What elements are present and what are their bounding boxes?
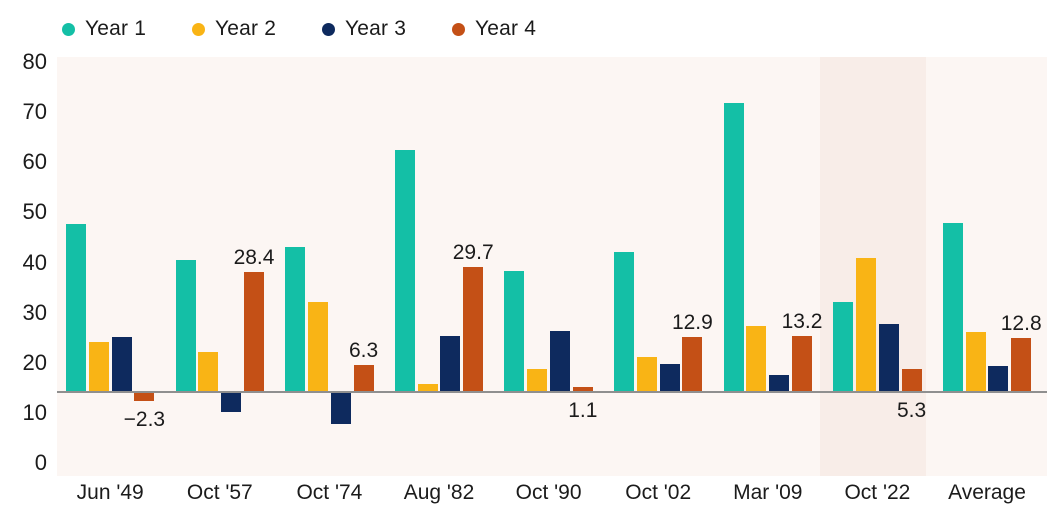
bar-year-3 <box>769 374 790 392</box>
data-label-year-4: −2.3 <box>123 408 166 432</box>
bar-year-2 <box>965 332 986 392</box>
y-axis-tick-label: 10 <box>22 399 47 425</box>
y-axis-tick-label: 40 <box>22 249 47 275</box>
bar-year-4 <box>792 336 812 392</box>
x-axis-label: Average <box>948 481 1026 504</box>
x-axis-label: Aug '82 <box>403 481 475 504</box>
bar-year-3 <box>878 324 899 392</box>
legend-label: Year 1 <box>85 17 147 40</box>
legend-dot-icon <box>192 22 205 36</box>
bar-year-1 <box>614 251 634 392</box>
x-axis-label: Oct '90 <box>515 481 582 504</box>
x-axis-label: Jun '49 <box>76 481 144 504</box>
y-axis-tick-label: 20 <box>22 349 47 375</box>
data-label-year-4: 5.3 <box>896 398 927 422</box>
bar-year-1 <box>394 150 415 392</box>
y-axis-tick-label: 30 <box>22 299 47 325</box>
bar-year-2 <box>198 351 219 392</box>
x-axis-label: Oct '74 <box>296 481 363 504</box>
y-axis-tick-label: 70 <box>22 99 47 125</box>
bar-year-1 <box>942 223 963 392</box>
data-label-year-4: 12.8 <box>1000 311 1042 335</box>
bar-year-4 <box>1011 337 1032 392</box>
bar-year-2 <box>308 302 328 392</box>
bar-year-2 <box>636 357 657 392</box>
bar-year-4 <box>463 266 484 392</box>
x-axis: Jun '49 Oct '57 Oct '74 Aug '82 Oct '90 Oct '… <box>0 479 1053 509</box>
bar-year-2 <box>856 257 876 392</box>
bar-year-2 <box>746 326 767 392</box>
legend-label: Year 4 <box>475 17 537 40</box>
bar-year-3 <box>111 337 132 392</box>
y-axis-tick-label: 0 <box>34 450 47 475</box>
bar-year-3 <box>330 391 351 425</box>
y-axis-tick-label: 60 <box>22 149 47 175</box>
legend: Year 1 Year 2 Year 3 Year 4 <box>62 16 582 42</box>
data-label-year-4: 28.4 <box>233 246 275 270</box>
bar-year-2 <box>88 342 109 392</box>
x-axis-label: Mar '09 <box>733 481 803 504</box>
bar-year-3 <box>659 364 680 392</box>
legend-dot-icon <box>322 22 335 36</box>
bar-year-1 <box>504 270 525 392</box>
bar-year-4 <box>682 337 703 392</box>
legend-label: Year 3 <box>345 17 407 40</box>
bar-year-4 <box>353 365 374 392</box>
bar-year-1 <box>175 260 196 392</box>
bar-year-3 <box>221 391 242 413</box>
bar-year-2 <box>417 383 438 392</box>
legend-dot-icon <box>452 22 465 36</box>
x-axis-label: Oct '57 <box>186 481 253 504</box>
legend-dot-icon <box>62 22 75 36</box>
bar-year-1 <box>285 246 306 392</box>
bar-year-1 <box>66 223 86 392</box>
bar-year-4 <box>901 369 922 392</box>
bar-year-3 <box>988 366 1009 392</box>
legend-label: Year 2 <box>215 17 277 40</box>
bar-year-1 <box>833 302 854 392</box>
bar-year-2 <box>527 369 548 392</box>
data-label-year-4: 12.9 <box>671 311 713 335</box>
legend-item-year-2: Year 2 <box>192 16 322 42</box>
y-axis: 80 70 60 50 40 30 20 10 0 <box>0 0 47 516</box>
x-axis-label: Oct '22 <box>844 481 911 504</box>
bar-year-1 <box>723 102 744 392</box>
bar-year-4 <box>244 272 264 392</box>
bar-year-3 <box>440 336 461 392</box>
plot-area: −2.3 28.4 6.3 29.7 1.1 12.9 13.2 5.3 12.8 <box>57 57 1047 476</box>
legend-item-year-4: Year 4 <box>452 16 582 42</box>
bar-year-4 <box>572 386 593 392</box>
data-label-year-4: 13.2 <box>781 310 823 334</box>
zero-baseline <box>57 390 1047 393</box>
legend-item-year-3: Year 3 <box>322 16 452 42</box>
legend-item-year-1: Year 1 <box>62 16 192 42</box>
bar-year-3 <box>550 330 570 392</box>
x-axis-label: Oct '02 <box>625 481 692 504</box>
y-axis-tick-label: 50 <box>22 199 47 225</box>
data-label-year-4: 29.7 <box>452 240 494 264</box>
data-label-year-4: 6.3 <box>348 339 379 363</box>
bar-year-4 <box>134 391 155 402</box>
y-axis-tick-label: 80 <box>22 49 47 74</box>
data-label-year-4: 1.1 <box>568 398 598 422</box>
